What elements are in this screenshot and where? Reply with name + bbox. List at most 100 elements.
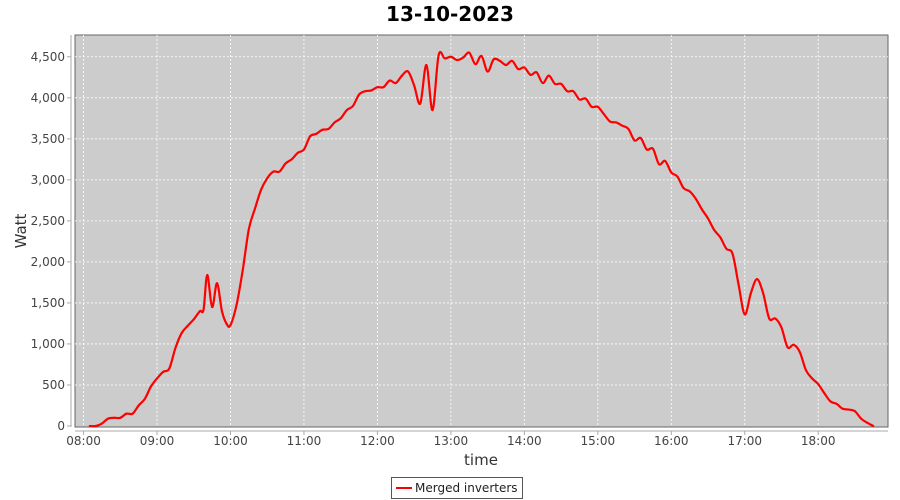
data-point (633, 139, 636, 142)
data-point (345, 109, 348, 112)
data-point (113, 416, 116, 419)
data-point (749, 292, 752, 295)
y-axis-ticks: 0 500 1,000 1,500 2,000 2,500 3,000 3,500 4,000 4… (31, 50, 71, 433)
data-point (431, 109, 434, 112)
data-point (220, 310, 223, 313)
data-point (847, 408, 850, 411)
data-point (474, 63, 477, 66)
data-point (235, 303, 238, 306)
data-point (768, 317, 771, 320)
data-point (547, 74, 550, 77)
data-point (339, 117, 342, 120)
data-point (202, 308, 205, 311)
data-point (302, 148, 305, 151)
data-point (400, 74, 403, 77)
data-point (278, 170, 281, 173)
data-point (584, 97, 587, 100)
x-tick-label: 09:00 (140, 434, 175, 448)
data-point (247, 228, 250, 231)
data-point (841, 407, 844, 410)
data-point (88, 425, 91, 427)
data-point (333, 121, 336, 124)
data-point (645, 148, 648, 151)
data-point (107, 417, 110, 420)
data-point (241, 269, 244, 272)
data-point (358, 93, 361, 96)
data-point (774, 317, 777, 320)
data-point (225, 323, 228, 326)
data-point (290, 158, 293, 161)
data-point (621, 124, 624, 127)
y-tick-label: 500 (42, 378, 65, 392)
data-point (804, 369, 807, 372)
plot-area (74, 34, 889, 428)
data-point (792, 343, 795, 346)
x-tick-label: 12:00 (360, 434, 395, 448)
data-point (664, 159, 667, 162)
x-tick-label: 11:00 (287, 434, 322, 448)
x-tick-label: 08:00 (66, 434, 101, 448)
data-point (517, 68, 520, 71)
x-tick-label: 15:00 (581, 434, 616, 448)
data-point (168, 367, 171, 370)
data-point (811, 377, 814, 380)
data-point (388, 79, 391, 82)
data-point (835, 402, 838, 405)
data-point (670, 171, 673, 174)
data-point (229, 324, 232, 327)
data-point (309, 135, 312, 138)
data-point (425, 63, 428, 66)
y-tick-label: 3,500 (31, 132, 65, 146)
data-point (707, 217, 710, 220)
data-point (162, 370, 165, 373)
data-point (407, 70, 410, 73)
data-point (541, 82, 544, 85)
data-point (504, 63, 507, 66)
data-point (609, 120, 612, 123)
data-point (829, 400, 832, 403)
chart-title: 13-10-2023 (386, 2, 514, 26)
data-point (156, 377, 159, 380)
data-point (206, 274, 209, 277)
data-point (823, 392, 826, 395)
data-point (578, 98, 581, 101)
data-point (639, 137, 642, 140)
data-point (523, 66, 526, 69)
data-point (529, 73, 532, 76)
data-point (590, 105, 593, 108)
data-point (511, 59, 514, 62)
data-point (743, 313, 746, 316)
data-point (786, 346, 789, 349)
data-point (100, 422, 103, 425)
y-tick-label: 0 (57, 419, 65, 433)
data-point (437, 54, 440, 57)
data-point (486, 70, 489, 73)
data-point (627, 127, 630, 130)
data-point (602, 113, 605, 116)
data-point (572, 90, 575, 93)
data-point (253, 207, 256, 210)
data-point (688, 190, 691, 193)
data-point (192, 318, 195, 321)
data-point (119, 416, 122, 419)
data-point (731, 252, 734, 255)
data-point (817, 383, 820, 386)
data-point (443, 57, 446, 60)
data-point (456, 59, 459, 62)
data-point (364, 90, 367, 93)
data-point (449, 55, 452, 58)
data-point (860, 417, 863, 420)
x-tick-label: 14:00 (507, 434, 542, 448)
data-point (553, 82, 556, 85)
data-point (284, 162, 287, 165)
legend-label: Merged inverters (415, 481, 518, 495)
data-point (351, 105, 354, 108)
data-point (131, 412, 134, 415)
y-tick-label: 4,500 (31, 50, 65, 64)
data-point (272, 170, 275, 173)
y-tick-label: 2,500 (31, 214, 65, 228)
data-point (872, 425, 875, 427)
data-point (492, 58, 495, 61)
y-axis-label: Watt (12, 213, 30, 248)
x-tick-label: 18:00 (801, 434, 836, 448)
